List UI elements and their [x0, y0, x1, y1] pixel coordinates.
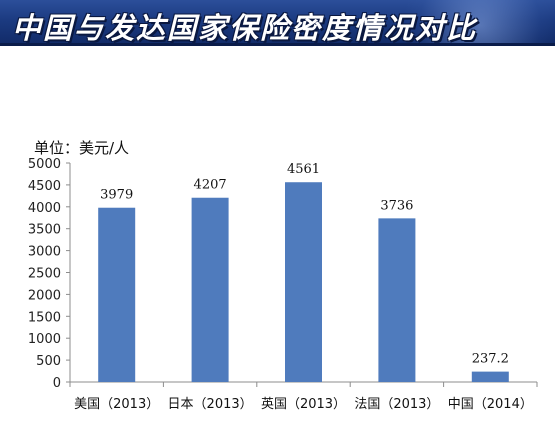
- unit-label: 单位：美元/人: [34, 139, 130, 157]
- bar: [471, 371, 509, 382]
- data-label: 4561: [287, 162, 320, 177]
- x-axis: [69, 381, 538, 387]
- y-tick-label: 5000: [28, 157, 61, 172]
- y-tick-label: 0: [53, 376, 61, 391]
- bar: [285, 182, 322, 382]
- category-label: 法国（2013）: [354, 397, 439, 412]
- y-tick-label: 3000: [28, 245, 61, 260]
- bars: [98, 182, 509, 382]
- data-label: 3736: [380, 198, 413, 213]
- y-tick-label: 1500: [28, 310, 61, 325]
- data-label: 4207: [194, 178, 227, 193]
- bar: [191, 197, 229, 382]
- bar: [98, 207, 136, 382]
- y-tick-label: 3500: [28, 223, 61, 238]
- category-labels: 美国（2013） 日本（2013） 英国（2013） 法国（2013） 中国（2014）: [74, 397, 533, 412]
- y-tick-label: 2000: [28, 288, 61, 303]
- y-tick-label: 4000: [28, 201, 61, 216]
- data-labels: 3979 4207 4561 3736 237.2: [100, 162, 509, 366]
- y-tick-label: 4500: [28, 179, 61, 194]
- y-axis: 0 500 1000 1500 2000 2500 3000 3500 4000 4500 5000: [28, 157, 71, 391]
- title-banner: 中国与发达国家保险密度情况对比: [0, 0, 555, 46]
- y-tick-label: 2500: [28, 267, 61, 282]
- y-tick-label: 500: [36, 354, 61, 369]
- data-label: 3979: [100, 188, 133, 203]
- y-tick-label: 1000: [28, 332, 61, 347]
- bar: [378, 218, 416, 382]
- category-label: 中国（2014）: [448, 397, 533, 412]
- category-label: 日本（2013）: [168, 397, 253, 412]
- category-label: 英国（2013）: [261, 397, 346, 412]
- category-label: 美国（2013）: [74, 397, 159, 412]
- page-title: 中国与发达国家保险密度情况对比: [12, 11, 478, 45]
- data-label: 237.2: [472, 352, 509, 367]
